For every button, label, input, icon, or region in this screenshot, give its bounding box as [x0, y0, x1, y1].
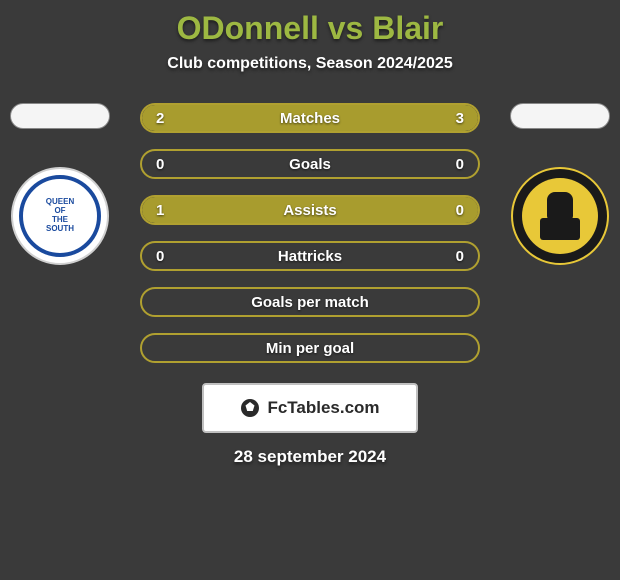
stat-bar: Goals per match: [140, 287, 480, 317]
club-badge-left: QUEEN OF THE SOUTH: [11, 167, 109, 265]
stat-value-left: 2: [156, 110, 164, 127]
footer-date: 28 september 2024: [0, 447, 620, 467]
club-badge-right-shape: [522, 178, 598, 254]
stat-bar: 0 0 Hattricks: [140, 241, 480, 271]
player-left-column: QUEEN OF THE SOUTH: [0, 103, 120, 265]
stat-value-right: 0: [456, 202, 464, 219]
player-left-photo: [10, 103, 110, 129]
brand-text: FcTables.com: [267, 398, 379, 418]
stat-value-left: 0: [156, 248, 164, 265]
stat-label: Hattricks: [278, 248, 342, 265]
stat-bar: 1 0 Assists: [140, 195, 480, 225]
stat-value-right: 0: [456, 248, 464, 265]
stat-bars: 2 3 Matches 0 0 Goals 1 0 Assists 0 0 Hattricks Goal…: [140, 103, 480, 363]
stat-bar: 0 0 Goals: [140, 149, 480, 179]
stat-label: Goals per match: [251, 294, 369, 311]
stat-value-left: 1: [156, 202, 164, 219]
brand-footer: FcTables.com: [202, 383, 418, 433]
stat-value-right: 3: [456, 110, 464, 127]
player-right-column: [500, 103, 620, 265]
page-subtitle: Club competitions, Season 2024/2025: [0, 55, 620, 73]
club-badge-left-text: QUEEN OF THE SOUTH: [19, 175, 101, 257]
soccer-ball-icon: [240, 398, 260, 418]
stat-bar: Min per goal: [140, 333, 480, 363]
comparison-area: QUEEN OF THE SOUTH 2 3 Matches 0 0 Goals 1 0 Ass…: [0, 103, 620, 363]
stat-label: Matches: [280, 110, 340, 127]
stat-bar: 2 3 Matches: [140, 103, 480, 133]
stat-label: Goals: [289, 156, 331, 173]
stat-value-left: 0: [156, 156, 164, 173]
stat-label: Min per goal: [266, 340, 354, 357]
player-right-photo: [510, 103, 610, 129]
stat-value-right: 0: [456, 156, 464, 173]
page-title: ODonnell vs Blair: [0, 0, 620, 47]
club-badge-right: [511, 167, 609, 265]
stat-label: Assists: [283, 202, 336, 219]
